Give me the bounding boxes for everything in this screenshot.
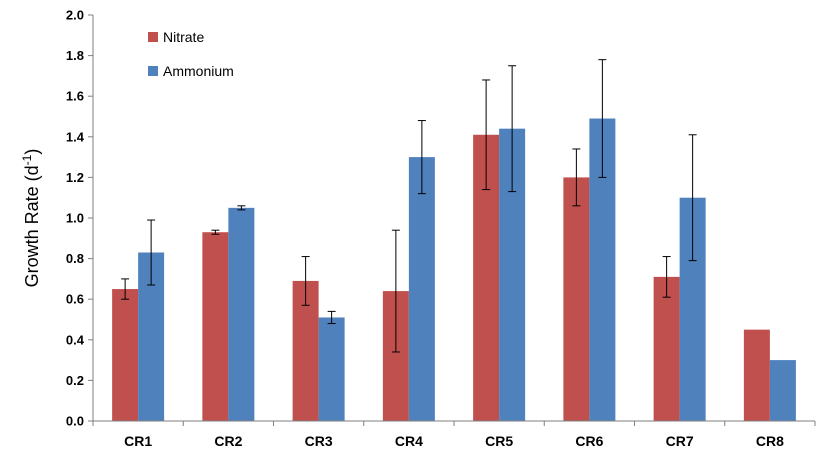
- x-category-label: CR7: [666, 433, 694, 449]
- x-category-label: CR8: [756, 433, 784, 449]
- x-category-label: CR3: [305, 433, 333, 449]
- y-tick-label: 0.2: [66, 373, 84, 388]
- legend-label-ammonium: Ammonium: [163, 63, 234, 79]
- y-tick-label: 1.6: [66, 89, 84, 104]
- y-tick-label: 0.0: [66, 414, 84, 429]
- legend-label-nitrate: Nitrate: [163, 29, 204, 45]
- legend-swatch-ammonium: [148, 66, 158, 76]
- bar-ammonium: [228, 207, 255, 421]
- x-category-label: CR5: [485, 433, 513, 449]
- y-tick-label: 0.4: [66, 332, 85, 347]
- x-category-label: CR1: [124, 433, 152, 449]
- bar-ammonium: [318, 317, 345, 421]
- bar-ammonium: [769, 360, 796, 421]
- bar-ammonium: [408, 157, 435, 421]
- y-tick-label: 1.2: [66, 170, 84, 185]
- y-axis-label: Growth Rate (d-1): [20, 149, 42, 288]
- bar-nitrate: [563, 177, 590, 421]
- y-axis-ticks: 0.0 0.2 0.4 0.6 0.8 1.0 1.2 1.4 1.6 1.8 2.0: [66, 8, 93, 429]
- y-tick-label: 0.6: [66, 292, 84, 307]
- x-category-label: CR6: [575, 433, 603, 449]
- bar-nitrate: [743, 329, 770, 421]
- y-axis-label-text: Growth Rate (d: [22, 165, 42, 287]
- y-tick-label: 1.0: [66, 211, 84, 226]
- bar-nitrate: [653, 276, 680, 421]
- x-category-label: CR4: [395, 433, 423, 449]
- y-tick-label: 1.8: [66, 48, 84, 63]
- y-axis-label-sup: -1: [20, 154, 34, 165]
- bar-nitrate: [112, 289, 139, 421]
- y-tick-label: 2.0: [66, 8, 84, 23]
- y-tick-label: 0.8: [66, 251, 84, 266]
- legend: Nitrate Ammonium: [148, 29, 234, 79]
- y-axis-label-close: ): [22, 149, 42, 155]
- x-axis-categories: CR1 CR2 CR3 CR4 CR5 CR6 CR7 CR8: [92, 421, 816, 449]
- legend-swatch-nitrate: [148, 32, 158, 42]
- x-category-label: CR2: [214, 433, 242, 449]
- y-tick-label: 1.4: [66, 129, 85, 144]
- bars: [112, 118, 796, 421]
- bar-nitrate: [202, 232, 229, 421]
- error-bars: [121, 59, 697, 353]
